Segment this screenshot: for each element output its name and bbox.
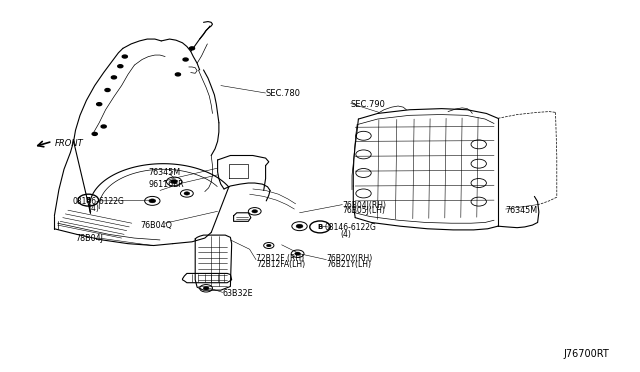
Text: 08146-6122G: 08146-6122G [72, 197, 124, 206]
Text: 76345M: 76345M [506, 206, 538, 215]
Text: FRONT: FRONT [55, 139, 84, 148]
Circle shape [111, 76, 116, 79]
Text: (4): (4) [340, 230, 351, 239]
Text: 76B21Y(LH): 76B21Y(LH) [326, 260, 371, 269]
Text: 78B04J: 78B04J [76, 234, 104, 243]
Circle shape [149, 199, 156, 203]
Circle shape [171, 180, 177, 183]
Text: 76B05J(LH): 76B05J(LH) [342, 206, 385, 215]
Circle shape [295, 252, 301, 256]
Text: SEC.780: SEC.780 [266, 89, 301, 98]
Text: 72B12F (RH): 72B12F (RH) [256, 254, 304, 263]
Text: B: B [317, 224, 323, 230]
Circle shape [184, 192, 189, 195]
Circle shape [97, 103, 102, 106]
Circle shape [266, 244, 271, 247]
Circle shape [122, 55, 127, 58]
Text: 76345M: 76345M [148, 168, 180, 177]
Circle shape [183, 58, 188, 61]
Text: 08146-6122G: 08146-6122G [324, 223, 376, 232]
Circle shape [92, 132, 97, 135]
Text: 76B04Q: 76B04Q [141, 221, 173, 230]
Text: 76B20Y(RH): 76B20Y(RH) [326, 254, 372, 263]
Circle shape [296, 224, 303, 228]
Text: 96116ER: 96116ER [148, 180, 184, 189]
Text: (4): (4) [88, 204, 99, 213]
Text: 63B32E: 63B32E [223, 289, 253, 298]
Circle shape [101, 125, 106, 128]
Circle shape [189, 47, 195, 50]
Circle shape [204, 286, 209, 290]
Circle shape [118, 65, 123, 68]
Text: 72B12FA(LH): 72B12FA(LH) [256, 260, 305, 269]
Text: B: B [86, 197, 91, 203]
Circle shape [175, 73, 180, 76]
Circle shape [105, 89, 110, 92]
Circle shape [252, 210, 258, 213]
Text: SEC.790: SEC.790 [351, 100, 385, 109]
Text: J76700RT: J76700RT [563, 349, 609, 359]
Text: 76B04J(RH): 76B04J(RH) [342, 201, 387, 210]
